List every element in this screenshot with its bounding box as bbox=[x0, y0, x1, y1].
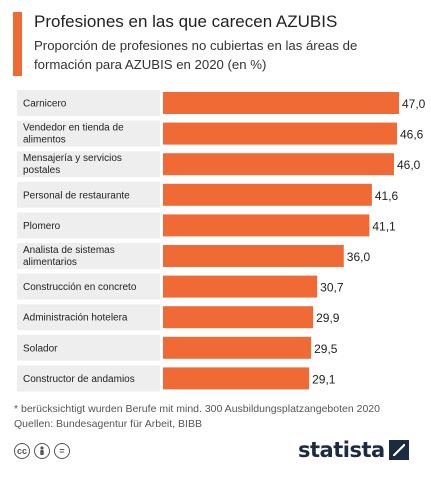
bar-value-label: 29,5 bbox=[314, 342, 338, 356]
category-label: Carnicero bbox=[23, 99, 67, 110]
category-label-bg bbox=[17, 212, 160, 239]
cc-icon[interactable]: cc bbox=[14, 443, 30, 459]
category-label-bg bbox=[17, 120, 160, 147]
bar-value-label: 41,1 bbox=[372, 219, 396, 233]
category-label: Solador bbox=[23, 343, 58, 354]
by-icon[interactable] bbox=[34, 443, 50, 459]
category-label-bg bbox=[17, 90, 160, 116]
license-icons: cc = bbox=[14, 443, 70, 459]
category-label: Construcción en concreto bbox=[23, 282, 137, 293]
bar bbox=[163, 275, 318, 298]
statista-mark-icon bbox=[388, 440, 409, 460]
chart-card bbox=[8, 8, 420, 470]
category-label: Vendedor en tienda de alimentos bbox=[23, 123, 124, 146]
bar bbox=[163, 183, 372, 206]
category-label-bg bbox=[17, 273, 160, 300]
category-label-bg bbox=[17, 243, 160, 269]
category-label: Plomero bbox=[23, 221, 61, 232]
bar bbox=[163, 367, 310, 390]
brand-name: statista bbox=[298, 438, 385, 462]
category-label-bg bbox=[17, 304, 160, 331]
bar-value-label: 36,0 bbox=[347, 250, 371, 264]
bar bbox=[163, 336, 312, 359]
category-label: Personal de restaurante bbox=[23, 190, 130, 201]
statista-logo[interactable]: statista bbox=[298, 438, 409, 462]
category-label: Analista de sistemas alimentarios bbox=[23, 245, 115, 268]
category-label: Mensajería y servicios postales bbox=[23, 153, 122, 176]
category-label-bg bbox=[17, 365, 160, 392]
chart-title: Profesiones en las que carecen AZUBIS bbox=[34, 12, 338, 31]
bar-value-label: 47,0 bbox=[402, 97, 426, 111]
bar bbox=[163, 214, 370, 237]
bar-chart: Carnicero 47,0 Vendedor en tienda de alimen… bbox=[17, 90, 426, 392]
footnote-source: Quellen: Bundesagentur für Arbeit, BIBB bbox=[14, 418, 202, 430]
bar-value-label: 30,7 bbox=[320, 281, 344, 295]
bar bbox=[163, 245, 344, 267]
bar-value-label: 46,6 bbox=[400, 128, 424, 142]
chart-subtitle: Proporción de profesiones no cubiertas e… bbox=[34, 38, 358, 72]
footnote-note: * berücksichtigt wurden Berufe mit mind.… bbox=[14, 403, 380, 415]
category-label-bg bbox=[17, 181, 160, 208]
category-label-bg bbox=[17, 151, 160, 178]
bar bbox=[163, 306, 314, 329]
category-label: Administración hotelera bbox=[23, 313, 128, 324]
footnote: * berücksichtigt wurden Berufe mit mind.… bbox=[14, 402, 380, 432]
title-accent-bar bbox=[13, 12, 22, 76]
category-label: Constructor de andamios bbox=[23, 374, 135, 385]
bar bbox=[163, 153, 394, 176]
bar-value-label: 41,6 bbox=[375, 189, 399, 203]
bar-value-label: 29,1 bbox=[312, 372, 336, 386]
bar-value-label: 46,0 bbox=[397, 158, 421, 172]
nd-icon[interactable]: = bbox=[54, 443, 70, 459]
bar bbox=[163, 122, 397, 145]
category-label-bg bbox=[17, 334, 160, 361]
bar-value-label: 29,9 bbox=[316, 311, 340, 325]
bar bbox=[163, 92, 399, 114]
